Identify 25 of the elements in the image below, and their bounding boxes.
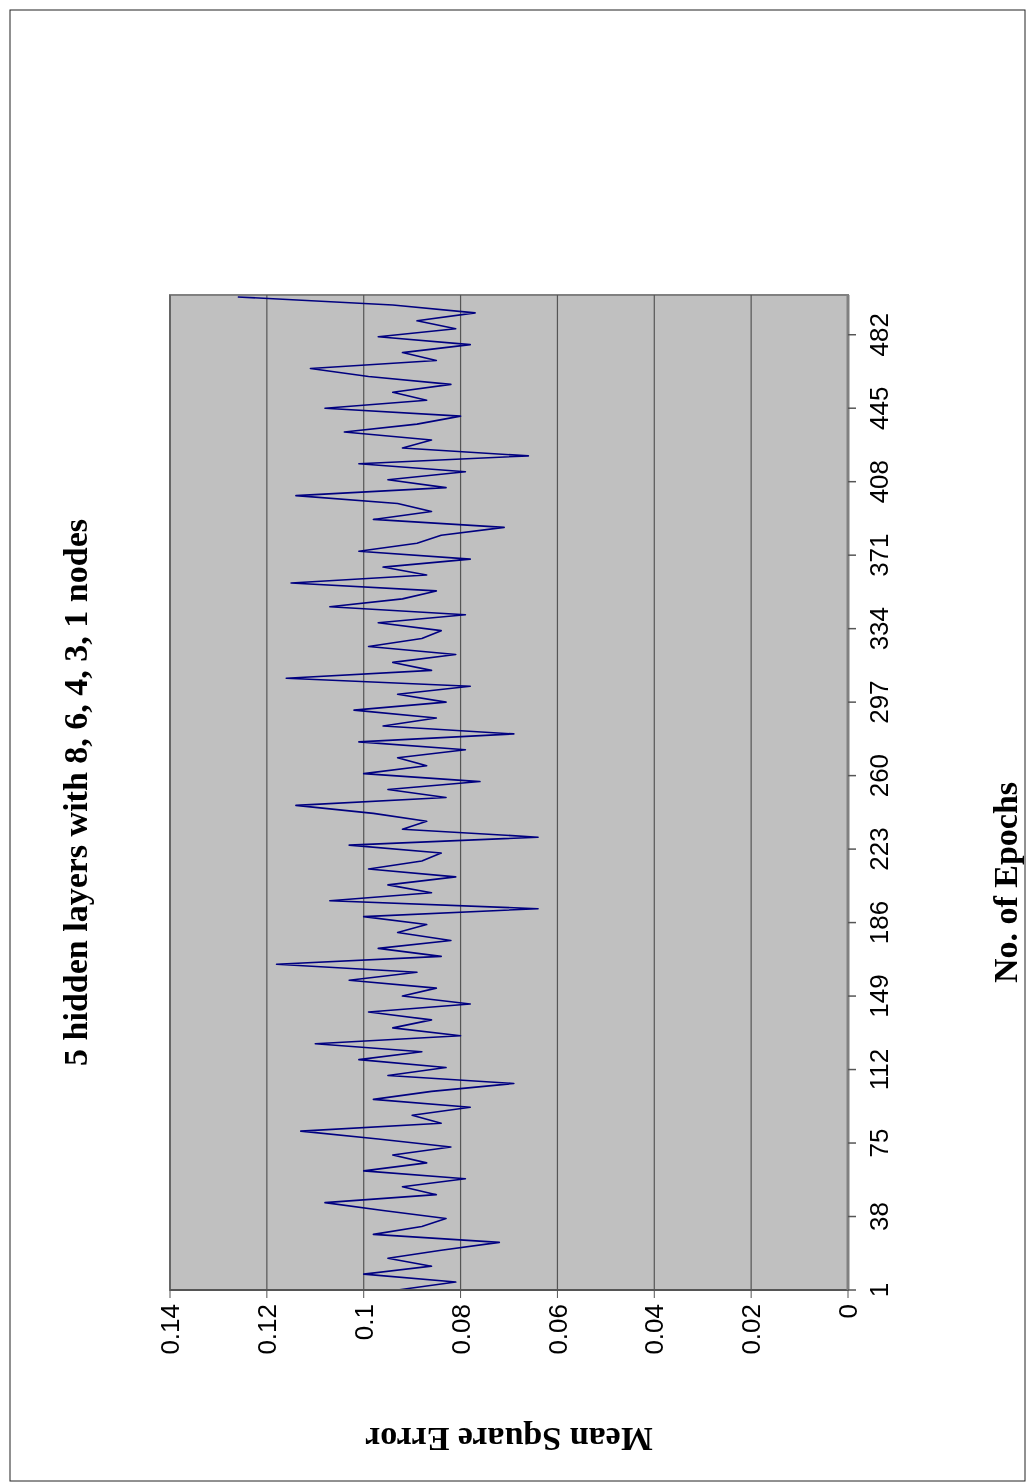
x-tick-label: 0: [833, 1304, 864, 1319]
y-tick-label: 186: [863, 900, 894, 945]
y-tick-label: 149: [863, 974, 894, 1018]
y-tick-label: 75: [863, 1128, 894, 1158]
y-tick-label: 371: [863, 533, 894, 577]
x-tick-label: 0.02: [736, 1304, 767, 1355]
y-tick-label: 260: [863, 753, 894, 798]
y-tick-label: 112: [863, 1048, 894, 1091]
y-axis-title: No. of Epochs: [986, 781, 1024, 984]
y-tick-label: 334: [863, 606, 894, 651]
text: 5 hidden layers with 8, 6, 4, 3, 1 nodes: [56, 519, 94, 1066]
y-tick-label: 38: [863, 1202, 894, 1231]
y-tick-label: 482: [863, 313, 894, 357]
y-tick-label: 297: [863, 680, 894, 724]
x-tick-label: 0.04: [639, 1304, 670, 1355]
x-tick-label: 0.06: [542, 1304, 573, 1355]
y-tick-label: 223: [863, 827, 894, 871]
y-tick-label: 408: [863, 459, 894, 504]
x-tick-label: 0.12: [251, 1304, 282, 1355]
x-tick-label: 0.1: [348, 1304, 379, 1341]
x-tick-label: 0.08: [445, 1304, 476, 1355]
y-tick-label: 445: [863, 386, 894, 430]
x-axis-title: Mean Square Error: [365, 1421, 653, 1459]
x-tick-label: 0.14: [155, 1304, 186, 1355]
y-tick-label: 1: [863, 1282, 894, 1298]
